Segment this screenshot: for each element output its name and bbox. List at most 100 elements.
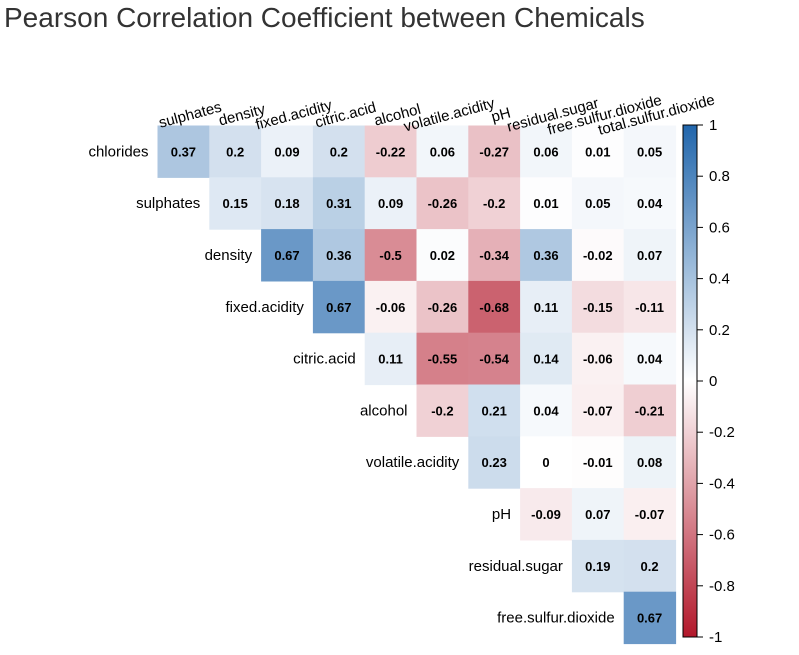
heatmap-cell <box>520 436 573 489</box>
heatmap-cell <box>364 177 418 230</box>
heatmap-cell <box>364 125 418 178</box>
cell-value-label: -0.55 <box>428 352 458 367</box>
row-label: citric.acid <box>293 351 356 368</box>
cell-value-label: 0.36 <box>326 248 351 263</box>
cell-value-label: -0.54 <box>479 352 509 367</box>
cell-value-label: -0.2 <box>483 196 505 211</box>
heatmap-cell <box>623 384 677 437</box>
heatmap-cell <box>623 539 677 593</box>
heatmap-cell <box>520 229 573 282</box>
cell-value-label: -0.06 <box>376 300 406 315</box>
cell-value-label: 0.07 <box>637 248 662 263</box>
cell-value-label: 0.01 <box>533 196 558 211</box>
heatmap-cell <box>468 177 521 230</box>
cell-value-label: 0.18 <box>274 196 299 211</box>
heatmap-cell <box>623 332 677 386</box>
heatmap-cell <box>520 177 573 230</box>
heatmap-cell <box>416 384 469 437</box>
colorbar-tick-label: -0.4 <box>709 475 735 492</box>
heatmap-cell <box>520 384 573 437</box>
heatmap-cell <box>468 125 521 178</box>
row-label: volatile.acidity <box>366 454 460 471</box>
row-label: pH <box>492 506 511 523</box>
cell-value-label: 0.14 <box>533 352 559 367</box>
heatmap-cell <box>261 177 314 230</box>
cell-value-label: 0.05 <box>637 144 662 159</box>
cell-value-label: 0.09 <box>378 196 403 211</box>
colorbar-tick-label: -0.2 <box>709 424 735 441</box>
colorbar-tick-label: 0 <box>709 373 717 390</box>
heatmap-cell <box>468 436 521 489</box>
cell-value-label: 0.09 <box>274 144 299 159</box>
heatmap-cell <box>571 280 625 334</box>
cell-value-label: -0.07 <box>583 403 613 418</box>
heatmap-cell <box>209 125 262 178</box>
chart-title: Pearson Correlation Coefficient between … <box>4 2 645 33</box>
heatmap-cell <box>416 125 469 178</box>
colorbar-tick-label: 1 <box>709 117 717 134</box>
heatmap-cell <box>520 488 573 541</box>
cell-value-label: -0.11 <box>635 300 664 315</box>
heatmap-cell <box>520 280 573 334</box>
heatmap-cell <box>416 229 469 282</box>
cell-value-label: 0.2 <box>330 144 348 159</box>
cell-value-label: 0.04 <box>637 196 663 211</box>
cell-value-label: -0.01 <box>583 455 613 470</box>
cell-value-label: -0.34 <box>479 248 509 263</box>
colorbar-tick-label: 0.8 <box>709 168 730 185</box>
cell-value-label: -0.22 <box>376 144 406 159</box>
colorbar-tick-label: 0.4 <box>709 271 730 288</box>
colorbar <box>682 124 698 638</box>
cell-value-label: 0.11 <box>378 352 403 367</box>
heatmap-cell <box>261 125 314 178</box>
cell-value-label: 0.2 <box>226 144 244 159</box>
heatmap-cell <box>623 177 677 230</box>
cell-value-label: 0.31 <box>326 196 351 211</box>
heatmap-cell <box>571 125 625 178</box>
heatmap-cell <box>623 591 677 645</box>
heatmap-cell <box>312 229 366 282</box>
cell-value-label: 0.06 <box>533 144 558 159</box>
cell-value-label: -0.26 <box>428 300 458 315</box>
heatmap-cell <box>571 229 625 282</box>
cell-value-label: -0.27 <box>479 144 509 159</box>
heatmap-cell <box>571 436 625 489</box>
cell-value-label: -0.21 <box>635 403 665 418</box>
heatmap-cell <box>623 436 677 489</box>
heatmap-cell <box>416 177 469 230</box>
row-label: chlorides <box>88 143 148 160</box>
heatmap-cell <box>416 332 469 386</box>
cell-value-label: -0.06 <box>583 352 613 367</box>
heatmap-cell <box>623 280 677 334</box>
heatmap-cell <box>416 280 469 334</box>
heatmap-cell <box>623 229 677 282</box>
row-label: residual.sugar <box>469 558 563 575</box>
heatmap-cell <box>312 125 366 178</box>
cell-value-label: -0.02 <box>583 248 613 263</box>
heatmap-cell <box>468 384 521 437</box>
heatmap-cell <box>468 229 521 282</box>
heatmap-cell <box>312 177 366 230</box>
heatmap-cell <box>209 177 262 230</box>
heatmap-cell <box>571 177 625 230</box>
cell-value-label: 0.02 <box>430 248 455 263</box>
cell-value-label: 0 <box>542 455 549 470</box>
heatmap-cell <box>468 332 521 386</box>
colorbar-tick-label: 0.2 <box>709 322 730 339</box>
colorbar-tick-label: -0.8 <box>709 578 735 595</box>
cell-value-label: 0.67 <box>637 611 662 626</box>
colorbar-tick-label: -1 <box>709 629 722 646</box>
heatmap-cell <box>261 229 314 282</box>
heatmap-cell <box>623 125 677 178</box>
cell-value-label: 0.06 <box>430 144 455 159</box>
heatmap-cell <box>520 332 573 386</box>
cell-value-label: -0.07 <box>635 507 665 522</box>
heatmap-cell <box>520 125 573 178</box>
heatmap-cell <box>157 125 210 178</box>
heatmap-cell <box>571 488 625 541</box>
row-label: density <box>205 247 253 264</box>
heatmap-cell <box>623 488 677 541</box>
heatmap-cell <box>312 280 366 334</box>
cell-value-label: -0.2 <box>431 403 453 418</box>
cell-value-label: 0.04 <box>637 352 663 367</box>
